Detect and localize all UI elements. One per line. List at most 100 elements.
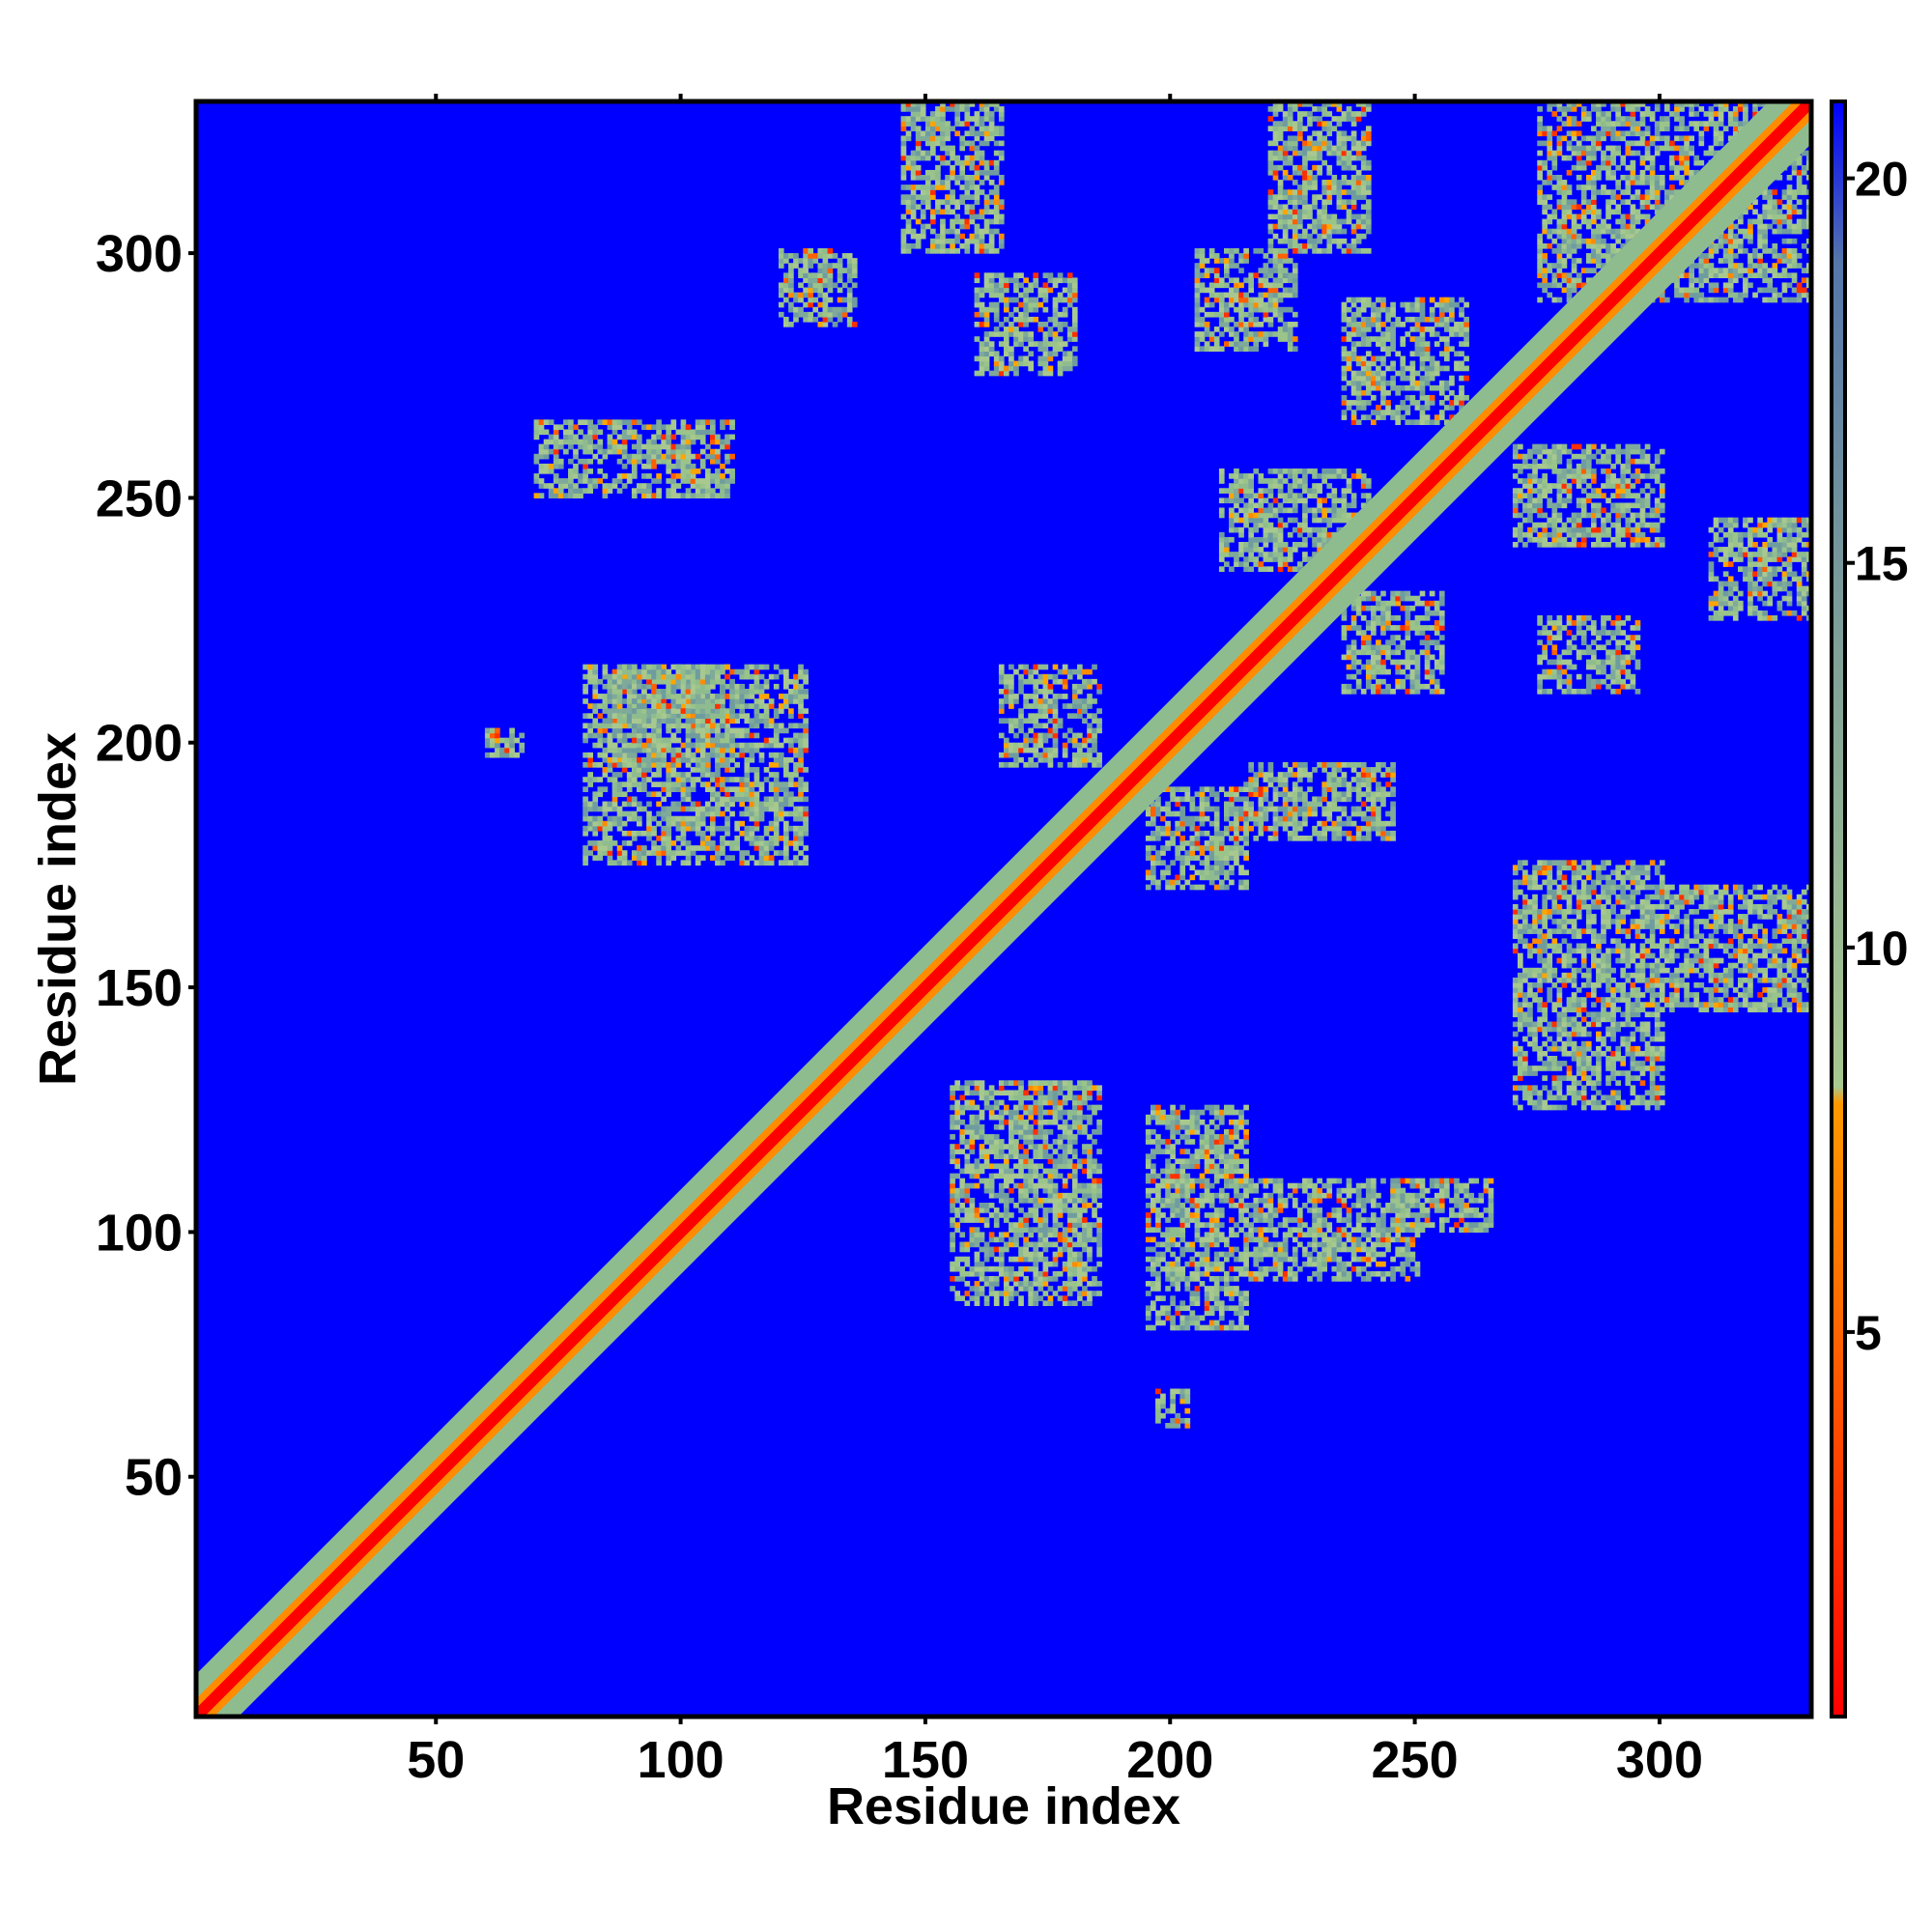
contact-cell [1096,1291,1102,1296]
contact-cell [1179,1158,1186,1165]
contact-cell [1194,884,1201,891]
contact-cell [758,850,765,856]
contact-cell [1062,732,1068,739]
contact-cell [646,723,652,729]
contact-cell [1077,1182,1083,1189]
contact-cell [1243,781,1249,787]
contact-cell [656,434,662,440]
contact-cell [1062,297,1068,303]
contact-cell [1175,855,1180,861]
contact-cell [1047,718,1054,724]
contact-cell [959,101,966,107]
contact-cell [611,429,618,436]
contact-cell [729,689,735,695]
contact-cell [563,439,569,445]
contact-cell [611,806,618,812]
contact-cell [1385,772,1391,778]
contact-cell [1009,1276,1014,1282]
contact-cell [724,767,730,773]
contact-cell [969,155,976,161]
contact-cell [661,673,667,680]
contact-cell [611,443,618,450]
contact-cell [1224,845,1230,851]
contact-cell [1033,737,1039,744]
contact-cell [1082,703,1088,709]
contact-cell [744,694,751,699]
contact-cell [998,1192,1005,1199]
contact-cell [803,272,809,278]
contact-cell [1042,1119,1049,1125]
contact-cell [656,718,662,724]
contact-cell [637,443,642,450]
contact-cell [1287,796,1293,803]
contact-cell [1151,1227,1156,1233]
contact-cell [729,419,735,425]
contact-cell [1277,781,1284,787]
contact-cell [1155,1212,1161,1218]
contact-cell [964,1187,971,1194]
contact-cell [641,806,647,812]
contact-cell [670,448,677,455]
contact-cell [680,752,687,758]
contact-cell [1145,1265,1151,1272]
contact-cell [661,458,667,465]
contact-cell [1066,1276,1073,1282]
contact-cell [753,825,760,832]
contact-cell [974,1217,980,1223]
contact-cell [1052,1291,1059,1296]
contact-cell [1297,762,1303,768]
contact-cell [626,473,633,479]
contact-cell [1175,1192,1180,1199]
contact-cell [631,796,638,803]
contact-cell [1282,806,1289,812]
contact-cell [1341,772,1348,778]
contact-cell [602,448,609,455]
contact-cell [724,673,730,680]
contact-cell [974,272,980,278]
contact-cell [1042,1276,1049,1282]
contact-cell [1037,1251,1044,1258]
contact-cell [568,434,574,440]
contact-cell [616,678,623,685]
contact-cell [1170,1270,1176,1277]
contact-cell [1199,884,1206,891]
contact-cell [1013,1094,1019,1101]
contact-cell [1033,1085,1039,1092]
contact-cell [1037,1217,1044,1223]
contact-cell [1179,1123,1186,1130]
contact-cell [1302,767,1308,773]
contact-cell [1033,306,1039,313]
contact-cell [592,825,599,832]
contact-cell [1096,1163,1102,1170]
contact-cell [1042,747,1049,753]
contact-cell [1365,796,1372,803]
contact-cell [651,713,657,719]
contact-cell [1071,1153,1078,1159]
contact-cell [1208,1182,1215,1189]
contact-cell [1365,777,1372,782]
contact-cell [798,850,804,856]
contact-cell [1321,791,1327,798]
contact-cell [930,130,936,137]
contact-cell [1066,1286,1073,1292]
contact-cell [768,820,775,827]
contact-cell [695,453,701,460]
contact-cell [704,737,711,744]
contact-cell [1009,1153,1014,1159]
contact-cell [1004,683,1009,690]
contact-cell [983,1094,990,1101]
contact-cell [1175,845,1180,851]
contact-cell [1018,1153,1024,1159]
contact-cell [1057,370,1064,377]
contact-cell [1004,1153,1009,1159]
contact-cell [749,836,755,841]
contact-cell [1033,762,1039,768]
contact-cell [1145,1281,1151,1287]
contact-cell [1009,1256,1014,1263]
contact-cell [1071,698,1078,704]
contact-cell [851,322,858,327]
contact-cell [1160,1149,1166,1154]
contact-cell [1096,1129,1102,1135]
contact-cell [1037,678,1044,685]
contact-cell [1028,316,1034,323]
